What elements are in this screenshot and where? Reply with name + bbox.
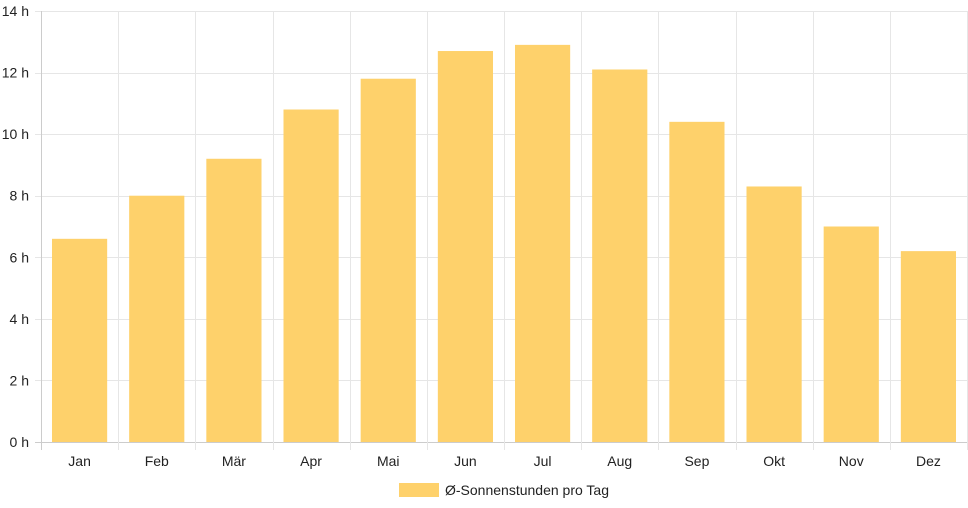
bar-sep[interactable] [669,121,725,442]
x-tick-label: Jul [534,453,552,469]
bar-nov[interactable] [823,226,879,443]
bar-feb[interactable] [129,195,185,442]
bar-apr[interactable] [283,109,339,442]
legend[interactable]: Ø-Sonnenstunden pro Tag [399,482,609,498]
x-tick-label: Dez [916,453,941,469]
x-tick-label: Apr [300,453,322,469]
bar-dez[interactable] [900,251,957,442]
bars [51,44,957,443]
y-tick-label: 4 h [10,311,29,327]
y-tick-label: 2 h [10,372,29,388]
bar-mär[interactable] [206,158,262,442]
x-tick-label: Nov [839,453,864,469]
x-tick-label: Aug [607,453,632,469]
x-tick-label: Mär [222,453,246,469]
y-tick-label: 14 h [2,3,29,19]
y-tick-label: 6 h [10,249,29,265]
bar-jan[interactable] [51,238,108,442]
x-tick-label: Feb [145,453,169,469]
y-tick-label: 10 h [2,126,29,142]
x-tick-label: Jun [454,453,477,469]
y-tick-label: 8 h [10,188,29,204]
x-tick-label: Okt [763,453,785,469]
x-tick-label: Mai [377,453,400,469]
bar-mai[interactable] [360,78,416,442]
bar-aug[interactable] [592,69,648,442]
legend-swatch[interactable] [399,483,440,497]
x-tick-label: Sep [684,453,709,469]
axes: 0 h 2 h 4 h 6 h 8 h 10 h 12 h 14 h Jan Feb Mär Apr M… [2,3,941,469]
x-tick-label: Jan [68,453,91,469]
gridlines [35,11,968,450]
bar-jun[interactable] [437,51,494,443]
bar-okt[interactable] [746,186,802,442]
y-tick-label: 12 h [2,65,29,81]
y-tick-label: 0 h [10,434,29,450]
legend-label[interactable]: Ø-Sonnenstunden pro Tag [445,482,609,498]
bar-jul[interactable] [514,44,571,442]
